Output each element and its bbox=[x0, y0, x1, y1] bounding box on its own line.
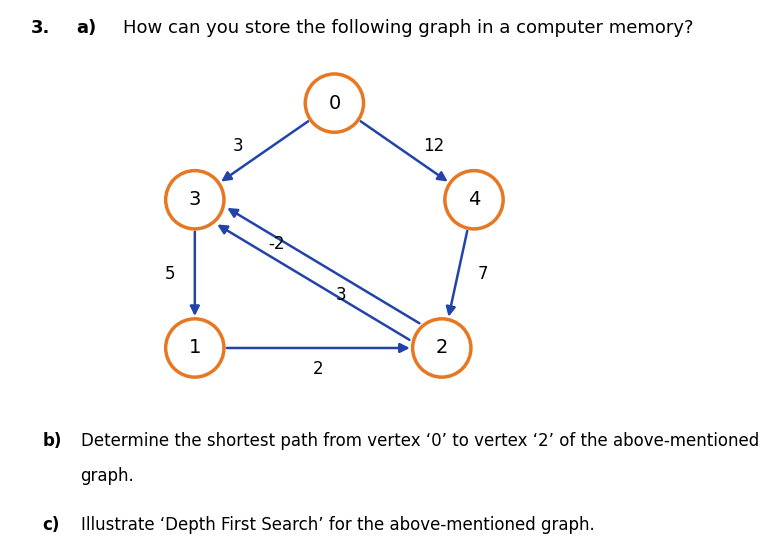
Text: 1: 1 bbox=[189, 338, 201, 358]
Text: a): a) bbox=[77, 19, 97, 37]
Text: 2: 2 bbox=[313, 360, 324, 379]
Text: -2: -2 bbox=[268, 235, 285, 253]
Text: 4: 4 bbox=[468, 190, 480, 209]
Text: How can you store the following graph in a computer memory?: How can you store the following graph in… bbox=[123, 19, 693, 37]
Text: 2: 2 bbox=[436, 338, 448, 358]
Text: 3.: 3. bbox=[31, 19, 50, 37]
Text: c): c) bbox=[42, 516, 60, 534]
Text: Illustrate ‘Depth First Search’ for the above-mentioned graph.: Illustrate ‘Depth First Search’ for the … bbox=[81, 516, 594, 534]
Ellipse shape bbox=[166, 171, 224, 229]
Text: 0: 0 bbox=[328, 93, 341, 113]
Text: 7: 7 bbox=[477, 265, 488, 283]
Text: graph.: graph. bbox=[81, 467, 134, 485]
Text: 3: 3 bbox=[336, 286, 347, 304]
Text: Determine the shortest path from vertex ‘0’ to vertex ‘2’ of the above-mentioned: Determine the shortest path from vertex … bbox=[81, 432, 759, 451]
Ellipse shape bbox=[305, 74, 364, 132]
Ellipse shape bbox=[166, 319, 224, 377]
Ellipse shape bbox=[413, 319, 471, 377]
Text: 3: 3 bbox=[232, 137, 243, 155]
Text: 12: 12 bbox=[423, 137, 444, 155]
Text: 5: 5 bbox=[165, 265, 176, 283]
Ellipse shape bbox=[445, 171, 503, 229]
Text: b): b) bbox=[42, 432, 61, 451]
Text: 3: 3 bbox=[189, 190, 201, 209]
